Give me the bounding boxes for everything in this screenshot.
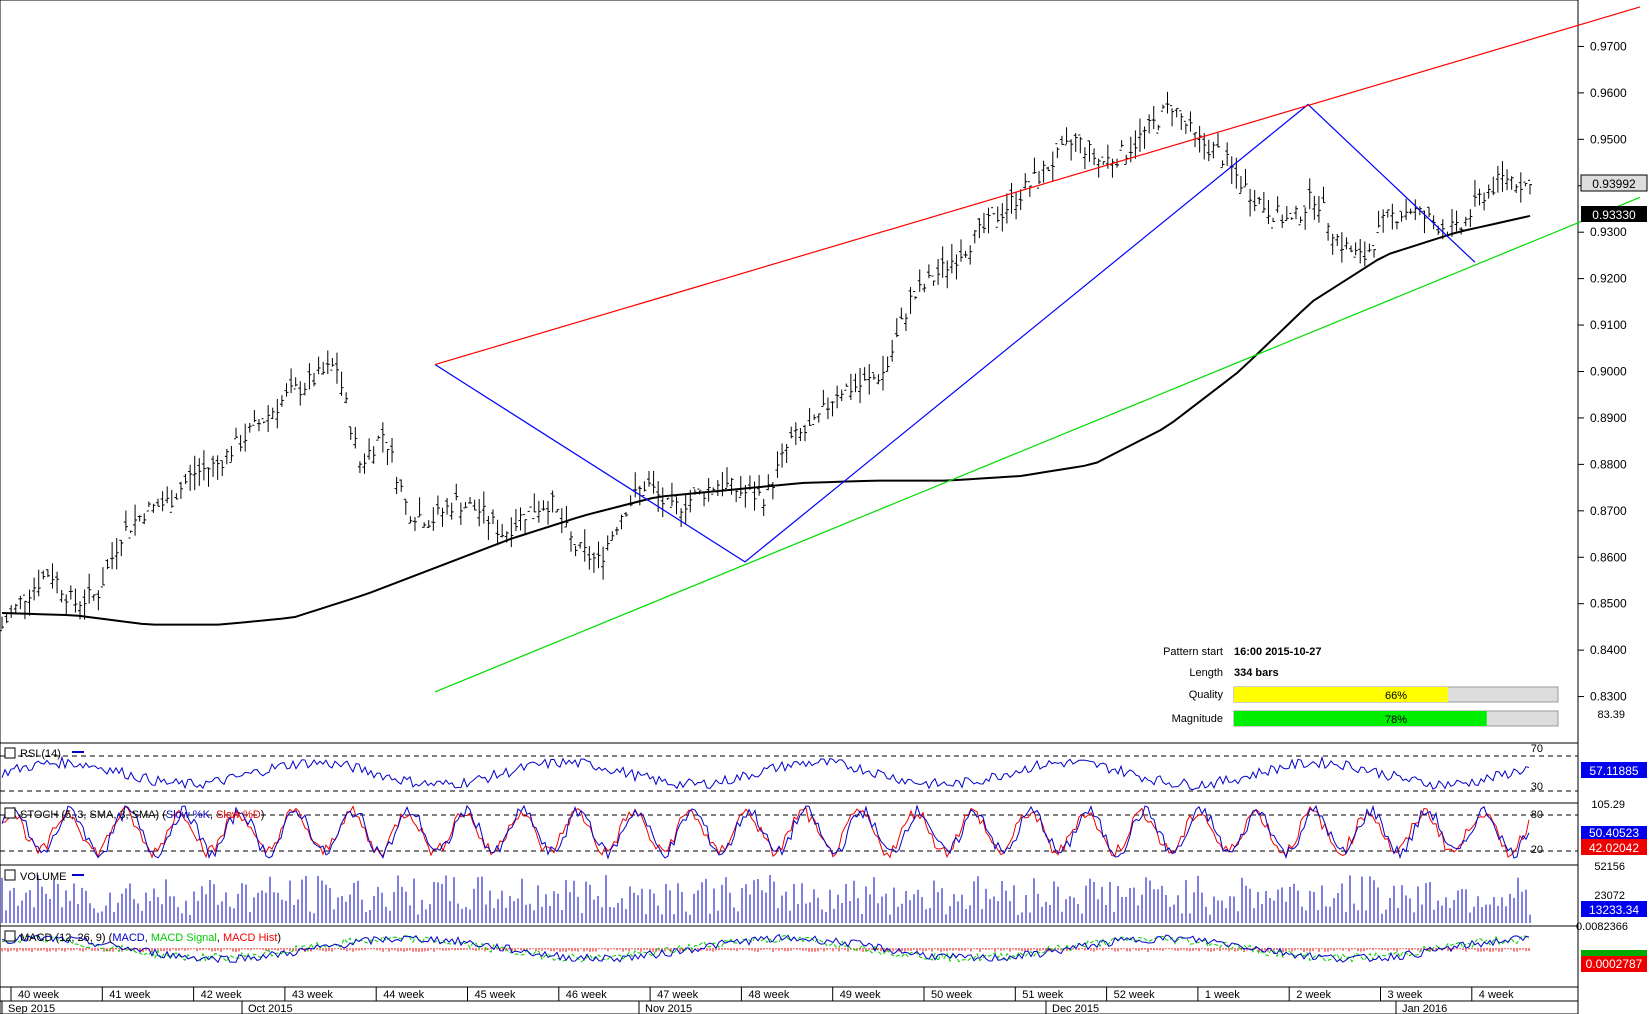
volume-panel[interactable]: VOLUME 52156 23072 13233.34 [0, 861, 1647, 927]
week-label: 50 week [931, 989, 972, 1001]
magnitude-value: 78% [1385, 714, 1407, 726]
price-tick-label: 0.9500 [1590, 132, 1627, 146]
price-tick-label: 0.8400 [1590, 643, 1627, 657]
volume-value: 13233.34 [1589, 903, 1639, 917]
ma-price-label: 0.93330 [1581, 206, 1647, 222]
price-tick-label: 0.9200 [1590, 272, 1627, 286]
stoch-d-value: 42.02042 [1589, 841, 1639, 855]
week-label: 49 week [840, 989, 881, 1001]
magnitude-label: Magnitude [1172, 713, 1223, 725]
support-line [434, 196, 1641, 693]
macd-close-icon[interactable] [4, 930, 16, 942]
week-label: 51 week [1022, 989, 1063, 1001]
pattern-info-panel: Pattern start 16:00 2015-10-27 Length 33… [1163, 646, 1559, 727]
price-tick-label: 0.9100 [1590, 318, 1627, 332]
price-tick-label: 0.9700 [1590, 39, 1627, 53]
rsi-level-70: 70 [1531, 743, 1543, 755]
week-label: 43 week [292, 989, 333, 1001]
svg-text:0.93992: 0.93992 [1592, 177, 1636, 191]
moving-average-line [1, 214, 1531, 626]
price-tick-label: 0.8800 [1590, 457, 1627, 471]
volume-axis-top: 52156 [1594, 861, 1625, 873]
stoch-level-80: 80 [1531, 809, 1543, 821]
week-label: 46 week [566, 989, 607, 1001]
week-label: 41 week [109, 989, 150, 1001]
macd-panel[interactable]: MACD (12, 26, 9) (MACD, MACD Signal, MAC… [0, 921, 1647, 988]
length-value: 334 bars [1234, 667, 1279, 679]
macd-value: 0.0002787 [1586, 957, 1643, 971]
rsi-close-icon[interactable] [4, 747, 16, 759]
month-label: Jan 2016 [1402, 1003, 1447, 1014]
time-axis: 40 week 41 week 42 week 43 week 44 week 45 we… [0, 986, 1579, 1014]
month-label: Sep 2015 [8, 1003, 55, 1014]
volume-close-icon[interactable] [4, 869, 16, 881]
price-tick-label: 0.9300 [1590, 225, 1627, 239]
stoch-level-20: 20 [1531, 844, 1543, 856]
quality-label: Quality [1189, 689, 1224, 701]
zigzag-pattern-line [434, 103, 1476, 563]
price-tick-label: 0.8500 [1590, 597, 1627, 611]
macd-axis-top: 0.0082366 [1576, 921, 1628, 933]
price-tick-label: 0.8700 [1590, 504, 1627, 518]
week-label: 1 week [1205, 989, 1240, 1001]
week-label: 44 week [383, 989, 424, 1001]
month-label: Nov 2015 [645, 1003, 692, 1014]
rsi-title: RSI (14) [20, 748, 61, 760]
month-label: Dec 2015 [1052, 1003, 1099, 1014]
week-label: 52 week [1114, 989, 1155, 1001]
macd-title: MACD (12, 26, 9) (MACD, MACD Signal, MAC… [20, 932, 281, 944]
volume-axis-mid: 23072 [1594, 890, 1625, 902]
rsi-level-30: 30 [1531, 781, 1543, 793]
rsi-panel[interactable]: RSI (14) 70 30 83.39 57.11885 [0, 709, 1647, 804]
quality-value: 66% [1385, 690, 1407, 702]
week-label: 40 week [18, 989, 59, 1001]
week-label: 48 week [748, 989, 789, 1001]
quality-bar [1234, 687, 1448, 702]
price-tick-label: 0.8900 [1590, 411, 1627, 425]
magnitude-bar [1234, 711, 1487, 726]
week-label: 3 week [1388, 989, 1423, 1001]
rsi-axis-top: 83.39 [1597, 709, 1625, 721]
week-label: 2 week [1296, 989, 1331, 1001]
rsi-value: 57.11885 [1589, 764, 1638, 778]
price-tick-label: 0.8300 [1590, 690, 1627, 704]
stoch-panel[interactable]: STOCH (5, 3, SMA, 3, SMA) (Slow %K, Slow… [0, 799, 1647, 866]
week-label: 42 week [201, 989, 242, 1001]
price-axis: 0.97000.96000.95000.94000.93000.92000.91… [1578, 39, 1627, 704]
main-plot-area[interactable] [0, 0, 1579, 744]
price-tick-label: 0.9600 [1590, 86, 1627, 100]
stoch-k-value: 50.40523 [1589, 826, 1639, 840]
month-label: Oct 2015 [248, 1003, 293, 1014]
length-label: Length [1189, 667, 1223, 679]
last-price-label: 0.93992 [1580, 174, 1648, 192]
stoch-title: STOCH (5, 3, SMA, 3, SMA) (Slow %K, Slow… [20, 809, 264, 821]
stoch-close-icon[interactable] [4, 807, 16, 819]
stoch-axis-top: 105.29 [1591, 799, 1625, 811]
svg-text:0.93330: 0.93330 [1592, 208, 1636, 222]
volume-title: VOLUME [20, 871, 66, 883]
pattern-start-label: Pattern start [1163, 646, 1223, 658]
week-label: 4 week [1479, 989, 1514, 1001]
resistance-line [434, 6, 1641, 366]
price-tick-label: 0.8600 [1590, 550, 1627, 564]
week-label: 47 week [657, 989, 698, 1001]
week-label: 45 week [475, 989, 516, 1001]
pattern-start-value: 16:00 2015-10-27 [1234, 646, 1321, 658]
price-tick-label: 0.9000 [1590, 365, 1627, 379]
